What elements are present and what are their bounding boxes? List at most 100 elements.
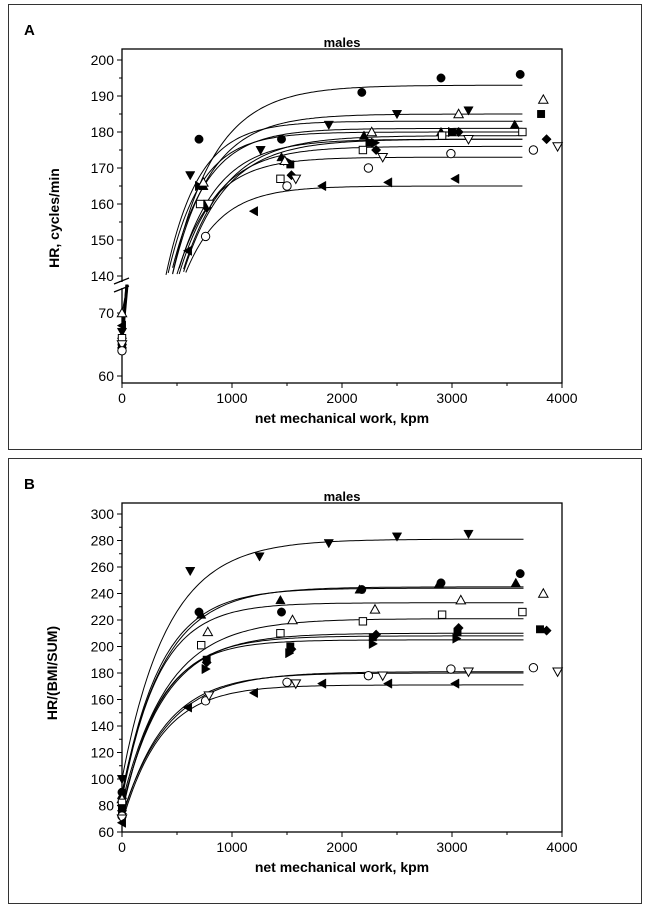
triangle-up-filled-marker	[358, 130, 370, 140]
circle-filled-marker	[277, 607, 286, 617]
circle-open-marker	[363, 670, 374, 681]
triangle-down-filled-marker	[323, 120, 334, 131]
circle-open-marker	[528, 663, 539, 673]
fit-curve	[121, 538, 524, 780]
y-tick-label: 200	[91, 639, 115, 655]
triangle-down-open-marker	[377, 671, 389, 682]
fit-curve-lower	[121, 284, 128, 314]
circle-open-marker	[117, 346, 127, 356]
y-tick-label: 60	[98, 824, 114, 840]
square-filled-marker	[537, 110, 546, 118]
y-tick-label: 100	[91, 771, 115, 787]
y-tick-label: 200	[91, 52, 115, 68]
y-axis-label: HR/(BMI/SUM)	[44, 626, 60, 720]
x-tick-label: 0	[118, 390, 126, 406]
axis-break-gap	[114, 282, 126, 288]
triangle-up-open-marker	[286, 614, 299, 625]
y-tick-label: 120	[91, 745, 115, 761]
triangle-left-filled-marker	[248, 206, 258, 217]
y-tick-label: 80	[98, 798, 114, 814]
fit-curve	[178, 145, 523, 275]
square-open-marker	[276, 629, 285, 638]
triangle-down-open-marker	[203, 199, 215, 210]
circle-open-marker	[282, 181, 292, 191]
triangle-up-open-marker	[116, 307, 128, 318]
x-tick-label: 2000	[326, 390, 357, 406]
fit-curve	[121, 671, 524, 817]
circle-filled-marker	[515, 569, 525, 579]
triangle-down-filled-marker	[463, 106, 474, 116]
y-tick-label: 140	[91, 718, 115, 734]
triangle-right-filled-marker	[371, 137, 381, 148]
triangle-right-filled-marker	[368, 638, 379, 649]
triangle-right-filled-marker	[201, 663, 211, 675]
y-tick-label: 220	[91, 612, 115, 628]
diamond-filled-marker	[453, 126, 464, 138]
square-open-marker	[437, 131, 447, 140]
triangle-down-open-marker	[116, 340, 128, 351]
triangle-down-open-marker	[552, 142, 564, 153]
triangle-left-filled-marker	[382, 678, 393, 689]
triangle-right-filled-marker	[285, 647, 295, 659]
fit-curve	[185, 185, 523, 273]
y-tick-label: 280	[91, 533, 115, 549]
fit-curve	[121, 632, 524, 809]
fit-curve	[165, 120, 523, 276]
triangle-left-filled-marker	[116, 320, 126, 331]
triangle-left-filled-marker	[182, 245, 192, 256]
fit-curve	[121, 635, 524, 811]
circle-open-marker	[446, 148, 456, 159]
y-tick-label: 60	[98, 368, 114, 384]
triangle-down-open-marker	[552, 667, 564, 678]
fit-curve	[121, 639, 524, 814]
y-tick-label: 160	[91, 692, 115, 708]
y-tick-label: 160	[91, 196, 115, 212]
triangle-up-filled-marker	[196, 609, 207, 619]
fit-curve	[183, 138, 523, 272]
y-tick-label: 150	[91, 232, 115, 248]
circle-filled-marker	[515, 69, 525, 79]
circle-open-marker	[200, 231, 211, 242]
triangle-down-filled-marker	[185, 567, 196, 577]
triangle-down-filled-marker	[255, 146, 266, 156]
triangle-down-filled-marker	[391, 532, 403, 542]
y-tick-label: 190	[91, 88, 115, 104]
square-filled-marker	[536, 625, 544, 634]
triangle-left-filled-marker	[382, 177, 393, 188]
diamond-filled-marker	[541, 134, 552, 145]
y-tick-label: 180	[91, 665, 115, 681]
circle-open-marker	[446, 664, 456, 674]
square-open-marker	[518, 127, 527, 137]
plot-frame	[121, 502, 563, 833]
y-tick-label: 240	[91, 586, 115, 602]
triangle-down-open-marker	[203, 691, 215, 702]
square-open-marker	[518, 607, 527, 617]
triangle-left-filled-marker	[182, 702, 192, 713]
triangle-up-filled-marker	[275, 594, 286, 605]
y-tick-label: 300	[91, 506, 115, 522]
x-tick-label: 1000	[216, 390, 247, 406]
triangle-up-open-marker	[202, 626, 214, 637]
fit-curve	[183, 135, 523, 270]
x-tick-label: 4000	[546, 839, 577, 855]
triangle-down-filled-marker	[116, 775, 128, 785]
triangle-up-open-marker	[455, 594, 467, 605]
y-tick-label: 170	[91, 160, 115, 176]
y-tick-label: 70	[98, 305, 114, 321]
y-tick-label: 140	[91, 268, 115, 284]
fit-curve	[176, 156, 523, 275]
triangle-up-open-marker	[366, 126, 378, 137]
circle-open-marker	[528, 145, 539, 155]
triangle-up-open-marker	[279, 155, 291, 165]
triangle-up-open-marker	[537, 93, 549, 104]
triangle-down-open-marker	[290, 679, 302, 690]
circle-filled-marker	[194, 134, 204, 144]
x-tick-label: 3000	[436, 839, 467, 855]
x-tick-label: 0	[118, 839, 126, 855]
triangle-left-filled-marker	[450, 173, 460, 184]
triangle-up-filled-marker	[354, 584, 365, 594]
panel-letter: A	[24, 22, 35, 39]
diamond-filled-marker	[541, 625, 552, 636]
